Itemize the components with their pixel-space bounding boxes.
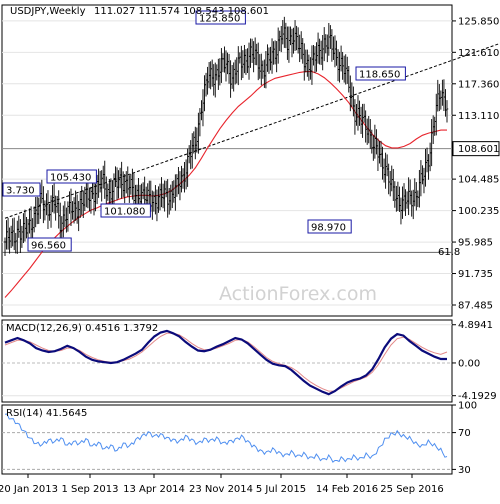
price-y-tick-label: 104.485	[458, 175, 499, 186]
fib-label: 61.8	[438, 247, 460, 258]
price-callout: 101.080	[100, 203, 151, 218]
callout-label: 98.970	[311, 223, 346, 234]
price-y-tick-label: 87.485	[458, 301, 493, 312]
time-tick-label: 20 Jan 2013	[0, 484, 58, 495]
time-axis: 20 Jan 2013 1 Sep 2013 13 Apr 2014 23 Nov 2…	[0, 474, 444, 495]
macd-y-tick-label: 4.8941	[458, 320, 493, 331]
price-y-tick-label: 100.235	[458, 206, 499, 217]
callout-label: 3.730	[6, 186, 35, 197]
macd-frame	[1, 319, 453, 403]
price-callout: 98.970	[307, 219, 352, 234]
price-y-axis: 125.850 121.610 117.360 113.110 108.601 104.4…	[452, 16, 500, 312]
price-y-tick-label: 108.601	[458, 144, 499, 155]
macd-panel: 4.8941 0.00 -4.1929 MACD(12,26,9) 0.4516 1…	[2, 320, 497, 402]
time-tick-label: 25 Sep 2016	[380, 484, 443, 495]
price-callout: 96.560	[27, 237, 72, 252]
price-frame	[1, 4, 453, 317]
price-callout: 125.850	[195, 10, 246, 25]
price-bars	[3, 16, 449, 257]
price-y-tick-label: 121.610	[458, 48, 499, 59]
price-y-tick-label: 95.985	[458, 238, 493, 249]
symbol-header: USDJPY,Weekly	[10, 6, 86, 17]
price-panel: ActionForex.com 125.850 118.650 105.430 101…	[2, 6, 500, 312]
ohlc-values: 111.027 111.574 108.543 108.601	[94, 6, 269, 17]
time-tick-label: 14 Feb 2016	[316, 484, 378, 495]
price-y-tick-label: 91.735	[458, 269, 493, 280]
price-y-tick-label: 113.110	[458, 111, 499, 122]
macd-y-axis: 4.8941 0.00 -4.1929	[452, 320, 497, 402]
callout-label: 125.850	[199, 14, 240, 25]
time-tick-label: 23 Nov 2014	[189, 484, 253, 495]
rsi-y-tick-label: 70	[458, 428, 471, 439]
price-callout: 3.730	[2, 182, 41, 197]
rsi-frame	[1, 404, 453, 475]
callout-box	[307, 219, 352, 234]
callout-box	[355, 66, 406, 81]
callout-box	[46, 169, 97, 184]
rsi-y-tick-label: 30	[458, 465, 471, 476]
rsi-y-tick-label: 100	[458, 401, 477, 412]
time-tick-label: 13 Apr 2014	[123, 484, 185, 495]
macd-label: MACD(12,26,9) 0.4516 1.3792	[6, 323, 158, 334]
callout-label: 96.560	[31, 241, 66, 252]
callout-box	[100, 203, 151, 218]
macd-y-tick-label: 0.00	[458, 358, 480, 369]
callout-label: 118.650	[359, 70, 400, 81]
time-tick-label: 5 Jul 2015	[256, 484, 306, 495]
price-callouts: 125.850 118.650 105.430 101.080 98.970 96.560…	[2, 10, 406, 252]
price-callout: 105.430	[46, 169, 97, 184]
price-callout: 118.650	[355, 66, 406, 81]
rsi-y-axis: 100 70 30	[452, 401, 477, 476]
last-price-box	[452, 141, 500, 157]
callout-label: 101.080	[104, 207, 145, 218]
price-y-tick-label: 117.360	[458, 79, 499, 90]
rsi-series	[4, 413, 448, 463]
rsi-line	[4, 413, 448, 463]
callout-label: 105.430	[50, 173, 91, 184]
dashed-trendline	[4, 42, 500, 219]
price-y-tick-label: 125.850	[458, 16, 499, 27]
callout-box	[195, 10, 246, 25]
rsi-grid	[2, 432, 452, 470]
rsi-panel: 100 70 30 RSI(14) 41.5645	[2, 401, 477, 476]
watermark: ActionForex.com	[219, 283, 377, 305]
time-tick-label: 1 Sep 2013	[61, 484, 118, 495]
price-bar	[445, 100, 449, 123]
macd-y-tick-label: -4.1929	[458, 391, 497, 402]
macd-series	[4, 329, 448, 396]
macd-line	[4, 329, 447, 396]
rsi-label: RSI(14) 41.5645	[6, 408, 87, 419]
panel-frames	[1, 4, 453, 475]
callout-box	[2, 182, 41, 197]
callout-box	[27, 237, 72, 252]
